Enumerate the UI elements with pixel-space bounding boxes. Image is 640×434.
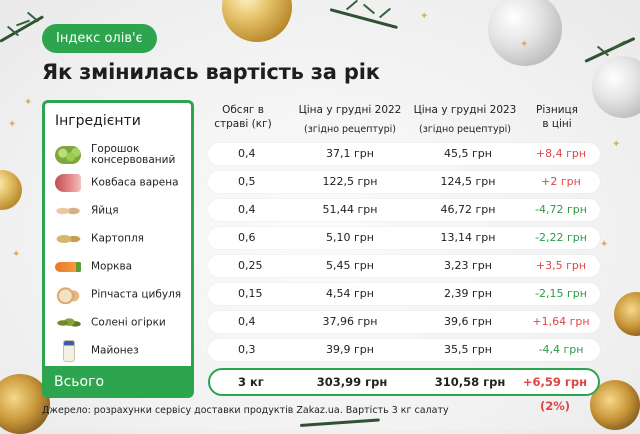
ingredient-item-eggs: Яйця <box>51 197 191 225</box>
table-row: 0,4 51,44 грн 46,72 грн -4,72 грн <box>208 199 600 221</box>
cell-price-2023: 45,5 грн <box>444 147 492 160</box>
ingredient-name: Горошок консервований <box>91 143 176 166</box>
carrot-icon <box>55 262 81 272</box>
ingredient-item-potato: Картопля <box>51 225 191 253</box>
ingredient-item-peas: Горошок консервований <box>51 141 191 169</box>
cell-diff: +3,5 грн <box>535 259 587 272</box>
cell-price-2023: 13,14 грн <box>440 231 496 244</box>
ingredient-name: Картопля <box>91 232 144 245</box>
silver-ornament-right <box>592 56 640 118</box>
page-title: Як змінилась вартість за рік <box>42 60 380 84</box>
header-price-2023-line1: Ціна у грудні 2023 <box>413 104 517 116</box>
cell-amount: 0,5 <box>238 175 256 188</box>
ingredient-name: Ковбаса варена <box>91 176 179 189</box>
eggs-icon <box>55 202 81 220</box>
ingredient-item-mayonnaise: Майонез <box>51 337 191 365</box>
gold-ornament-left <box>0 170 22 210</box>
candy-bottom-left <box>0 374 50 434</box>
ingredient-name: Майонез <box>91 344 139 357</box>
header-price-2022: Ціна у грудні 2022 (згідно рецептурі) <box>290 103 410 137</box>
source-note: Джерело: розрахунки сервісу доставки про… <box>42 405 449 416</box>
cell-amount: 0,25 <box>238 259 263 272</box>
cell-price-2023: 124,5 грн <box>440 175 496 188</box>
header-amount-line2: страві (кг) <box>214 118 272 130</box>
ingredients-panel: Інгредієнти Горошок консервований Ковбас… <box>42 100 194 366</box>
table-row: 0,6 5,10 грн 13,14 грн -2,22 грн <box>208 227 600 249</box>
cell-price-2022: 39,9 грн <box>326 343 374 356</box>
table-row: 0,4 37,1 грн 45,5 грн +8,4 грн <box>208 143 600 165</box>
header-amount: Обсяг в страві (кг) <box>208 103 278 131</box>
header-diff-line2: в ціні <box>542 118 572 130</box>
pickles-icon <box>55 314 81 332</box>
table-row: 0,4 37,96 грн 39,6 грн +1,64 грн <box>208 311 600 333</box>
cell-price-2023: 3,23 грн <box>444 259 492 272</box>
cell-amount: 0,6 <box>238 231 256 244</box>
ingredient-item-carrot: Морква <box>51 253 191 281</box>
ingredient-item-pickles: Солені огірки <box>51 309 191 337</box>
cell-price-2022: 51,44 грн <box>322 203 378 216</box>
cell-amount: 0,3 <box>238 343 256 356</box>
sausage-icon <box>55 174 81 192</box>
header-diff-line1: Різниця <box>536 104 578 116</box>
total-amount: 3 кг <box>238 375 264 389</box>
ingredient-name: Яйця <box>91 204 119 217</box>
cell-price-2022: 122,5 грн <box>322 175 378 188</box>
table-row: 0,15 4,54 грн 2,39 грн -2,15 грн <box>208 283 600 305</box>
header-amount-line1: Обсяг в <box>222 104 264 116</box>
onion-icon <box>55 286 81 304</box>
cell-diff: +1,64 грн <box>532 315 590 328</box>
cell-diff: -4,4 грн <box>538 343 584 356</box>
cell-price-2022: 4,54 грн <box>326 287 374 300</box>
ingredient-name: Солені огірки <box>91 316 166 329</box>
total-row: 3 кг 303,99 грн 310,58 грн +6,59 грн (2%… <box>208 368 600 413</box>
total-diff: +6,59 грн (2%) <box>522 375 588 413</box>
gold-ornament-top <box>222 0 292 42</box>
cell-price-2022: 5,10 грн <box>326 231 374 244</box>
ingredient-item-onion: Ріпчаста цибуля <box>51 281 191 309</box>
total-label: Всього <box>42 366 194 398</box>
header-price-2023: Ціна у грудні 2023 (згідно рецептурі) <box>405 103 525 137</box>
cell-price-2022: 37,96 грн <box>322 315 378 328</box>
table-row: 0,25 5,45 грн 3,23 грн +3,5 грн <box>208 255 600 277</box>
cell-diff: -2,15 грн <box>535 287 587 300</box>
fir-branch-bottom <box>299 418 380 427</box>
ingredient-name: Ріпчаста цибуля <box>91 288 182 301</box>
header-price-2023-line2: (згідно рецептурі) <box>419 124 511 135</box>
table-row: 0,5 122,5 грн 124,5 грн +2 грн <box>208 171 600 193</box>
ingredients-title: Інгредієнти <box>55 113 141 129</box>
cell-price-2022: 37,1 грн <box>326 147 374 160</box>
cell-price-2023: 46,72 грн <box>440 203 496 216</box>
cell-diff: -4,72 грн <box>535 203 587 216</box>
cell-price-2023: 35,5 грн <box>444 343 492 356</box>
cell-price-2023: 2,39 грн <box>444 287 492 300</box>
cell-diff: +8,4 грн <box>535 147 587 160</box>
potato-icon <box>55 230 81 248</box>
header-price-2022-line2: (згідно рецептурі) <box>304 124 396 135</box>
total-price-2023: 310,58 грн <box>434 375 506 389</box>
header-diff: Різниця в ціні <box>522 103 592 131</box>
silver-ornament-top <box>488 0 562 66</box>
cell-diff: -2,22 грн <box>535 231 587 244</box>
total-price-2022: 303,99 грн <box>316 375 388 389</box>
cell-amount: 0,4 <box>238 315 256 328</box>
candy-right <box>614 292 640 336</box>
cell-amount: 0,4 <box>238 147 256 160</box>
table-row: 0,3 39,9 грн 35,5 грн -4,4 грн <box>208 339 600 361</box>
mayonnaise-icon <box>63 340 75 362</box>
cell-amount: 0,4 <box>238 203 256 216</box>
ingredient-item-sausage: Ковбаса варена <box>51 169 191 197</box>
ingredient-name: Морква <box>91 260 133 273</box>
peas-icon <box>55 146 81 164</box>
cell-amount: 0,15 <box>238 287 263 300</box>
cell-price-2022: 5,45 грн <box>326 259 374 272</box>
cell-price-2023: 39,6 грн <box>444 315 492 328</box>
cell-diff: +2 грн <box>541 175 581 188</box>
header-price-2022-line1: Ціна у грудні 2022 <box>298 104 402 116</box>
index-tag: Індекс олів'є <box>42 24 157 53</box>
